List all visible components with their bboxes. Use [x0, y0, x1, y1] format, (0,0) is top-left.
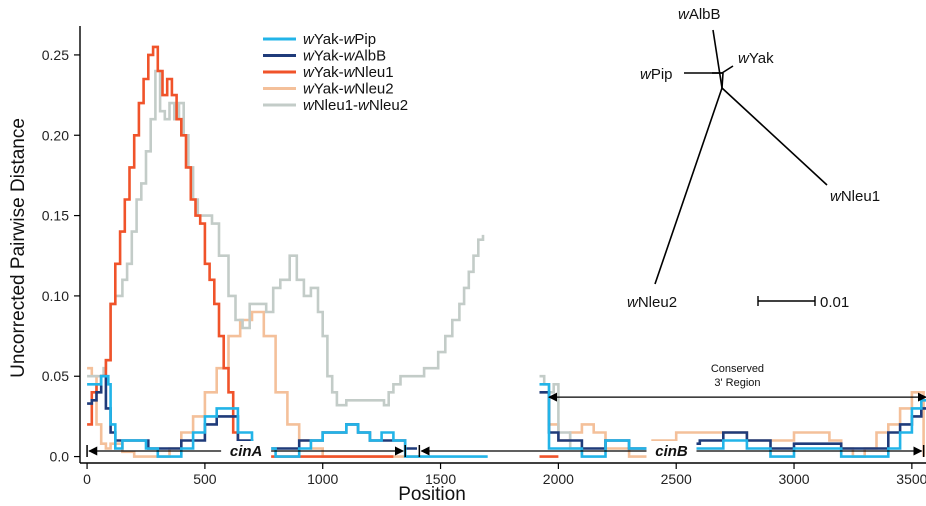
tree-branch-wnleu2: [654, 87, 723, 285]
y-tick-label: 0.05: [42, 368, 69, 384]
tree-branch-wyak: [721, 65, 734, 74]
tree-tip-wnleu1: wNleu1: [830, 188, 880, 205]
x-tick-label: 500: [193, 471, 217, 487]
tree-branches: [654, 29, 828, 285]
x-tick-label: 1500: [425, 471, 456, 487]
legend-label: wNleu1-wNleu2: [303, 97, 408, 114]
gene-annotations: cinA cinB Conserved 3' Region: [86, 358, 926, 460]
y-tick-label: 0.10: [42, 288, 69, 304]
cinA-label: cinA: [230, 443, 263, 460]
conserved-region-label-line1: Conserved: [711, 363, 764, 375]
tree-branch-wnleu1: [721, 87, 828, 186]
series-layer: [87, 45, 926, 458]
cinB-label-background: [646, 441, 697, 459]
x-tick-label: 3000: [778, 471, 809, 487]
y-axis-title: Uncorrected Pairwise Distance: [8, 118, 29, 378]
legend: wYak-wPipwYak-wAlbBwYak-wNleu1wYak-wNleu…: [263, 31, 408, 114]
tree-tip-wyak: wYak: [738, 50, 774, 67]
x-tick-label: 2500: [661, 471, 692, 487]
tree-tip-walbb: wAlbB: [678, 6, 721, 23]
scale-bar-label: 0.01: [820, 294, 849, 311]
tree-branch-walbb: [712, 29, 723, 89]
cinA-label-background: [221, 441, 272, 459]
y-ticks: 0.0 0.05 0.10 0.15 0.20 0.25: [42, 47, 80, 465]
y-tick-label: 0.15: [42, 208, 69, 224]
cinB-label: cinB: [655, 443, 688, 460]
tree-tip-wpip: wPip: [640, 66, 673, 83]
tree-branch-inner-upper: [721, 72, 724, 89]
x-tick-label: 2000: [543, 471, 574, 487]
tree-scale-bar: [757, 296, 816, 306]
conserved-region-label-line2: 3' Region: [714, 377, 760, 389]
x-axis-title: Position: [398, 484, 466, 505]
y-tick-label: 0.0: [50, 449, 70, 465]
series-line-wyak-wnleu1: [87, 45, 559, 458]
x-tick-label: 1000: [307, 471, 338, 487]
x-tick-label: 3500: [896, 471, 926, 487]
phylogenetic-tree: wAlbB wYak wPip wNleu1 wNleu2 0.01: [627, 6, 880, 311]
legend-label: wYak-wNleu1: [303, 64, 394, 81]
legend-label: wYak-wPip: [303, 31, 376, 48]
conserved-region-label-background: [700, 358, 775, 390]
y-tick-label: 0.25: [42, 47, 69, 63]
axes: [79, 26, 926, 464]
tree-tip-wnleu2: wNleu2: [627, 294, 677, 311]
x-tick-label: 0: [83, 471, 91, 487]
y-tick-label: 0.20: [42, 127, 69, 143]
x-ticks: 0 500 1000 1500 2000 2500 3000 3500: [83, 463, 926, 487]
legend-label: wYak-wAlbB: [303, 48, 386, 65]
legend-label: wYak-wNleu2: [303, 81, 394, 98]
